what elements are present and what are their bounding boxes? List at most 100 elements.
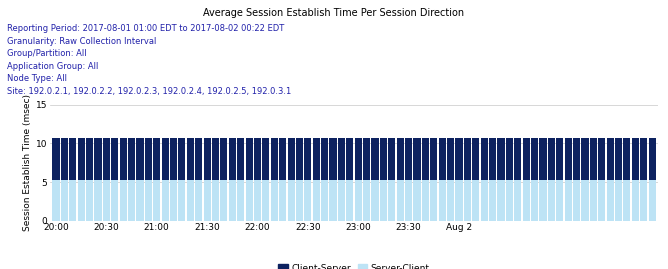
Bar [531, 138, 538, 180]
Bar [480, 138, 488, 180]
Bar [94, 138, 102, 180]
Bar [498, 180, 504, 221]
Bar [607, 180, 614, 221]
Bar [103, 138, 110, 180]
Bar [145, 138, 152, 180]
Bar [128, 180, 135, 221]
Bar [212, 138, 219, 180]
Bar [623, 138, 631, 180]
Bar [615, 138, 622, 180]
Bar [447, 180, 454, 221]
Bar [439, 180, 446, 221]
Bar [598, 180, 605, 221]
Bar [573, 180, 580, 221]
Bar [607, 138, 614, 180]
Bar [355, 138, 362, 180]
Bar [111, 180, 118, 221]
Bar [136, 180, 144, 221]
Bar [464, 138, 471, 180]
Bar [153, 180, 160, 221]
Text: Average Session Establish Time Per Session Direction: Average Session Establish Time Per Sessi… [204, 8, 464, 18]
Bar [573, 138, 580, 180]
Bar [422, 180, 429, 221]
Bar [506, 180, 513, 221]
Bar [514, 180, 521, 221]
Bar [52, 138, 59, 180]
Bar [413, 138, 421, 180]
Bar [564, 138, 572, 180]
Bar [489, 180, 496, 221]
Bar [506, 138, 513, 180]
Bar [136, 138, 144, 180]
Bar [590, 138, 597, 180]
Bar [388, 138, 395, 180]
Bar [422, 138, 429, 180]
Bar [77, 180, 85, 221]
Bar [456, 138, 462, 180]
Bar [405, 138, 412, 180]
Bar [539, 138, 546, 180]
Bar [287, 138, 295, 180]
Bar [145, 180, 152, 221]
Bar [204, 180, 210, 221]
Bar [640, 180, 647, 221]
Bar [170, 180, 177, 221]
Bar [590, 180, 597, 221]
Bar [456, 180, 462, 221]
Bar [615, 180, 622, 221]
Bar [77, 138, 85, 180]
Bar [263, 180, 269, 221]
Bar [296, 180, 303, 221]
Bar [439, 138, 446, 180]
Bar [254, 138, 261, 180]
Bar [346, 180, 353, 221]
Bar [111, 138, 118, 180]
Bar [413, 180, 421, 221]
Bar [94, 180, 102, 221]
Bar [338, 180, 345, 221]
Bar [388, 180, 395, 221]
Bar [228, 180, 236, 221]
Bar [531, 180, 538, 221]
Bar [305, 138, 311, 180]
Bar [649, 180, 656, 221]
Bar [640, 138, 647, 180]
Bar [632, 180, 639, 221]
Bar [170, 138, 177, 180]
Bar [623, 180, 631, 221]
Bar [204, 138, 210, 180]
Bar [321, 138, 328, 180]
Bar [220, 180, 228, 221]
Bar [86, 180, 93, 221]
Bar [120, 138, 127, 180]
Bar [162, 138, 169, 180]
Bar [153, 138, 160, 180]
Bar [178, 180, 186, 221]
Bar [246, 180, 253, 221]
Bar [69, 138, 76, 180]
Bar [556, 138, 563, 180]
Bar [212, 180, 219, 221]
Bar [522, 138, 530, 180]
Bar [522, 180, 530, 221]
Bar [263, 138, 269, 180]
Bar [296, 138, 303, 180]
Bar [405, 180, 412, 221]
Bar [313, 138, 320, 180]
Y-axis label: Session Establish Time (msec): Session Establish Time (msec) [23, 94, 31, 231]
Bar [464, 180, 471, 221]
Bar [338, 138, 345, 180]
Bar [162, 180, 169, 221]
Bar [313, 180, 320, 221]
Bar [371, 138, 379, 180]
Bar [120, 180, 127, 221]
Bar [548, 180, 555, 221]
Bar [246, 138, 253, 180]
Text: Reporting Period: 2017-08-01 01:00 EDT to 2017-08-02 00:22 EDT
Granularity: Raw : Reporting Period: 2017-08-01 01:00 EDT t… [7, 24, 291, 96]
Bar [271, 138, 278, 180]
Bar [346, 138, 353, 180]
Bar [52, 180, 59, 221]
Bar [397, 180, 403, 221]
Bar [472, 138, 480, 180]
Bar [321, 180, 328, 221]
